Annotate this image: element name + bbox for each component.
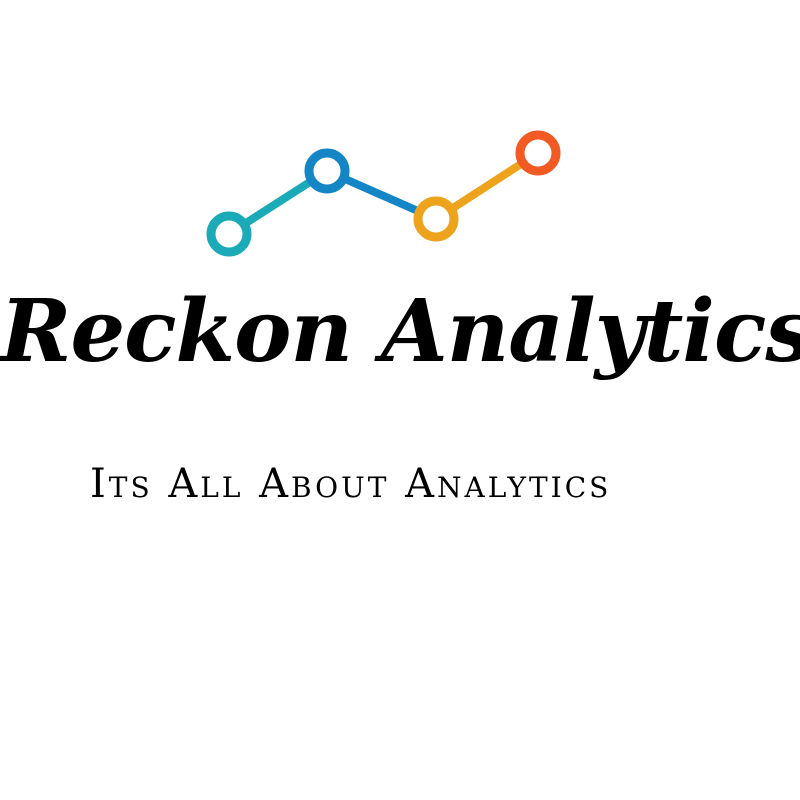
brand-tagline: Its All About Analytics bbox=[90, 461, 612, 507]
chart-node-2 bbox=[304, 148, 350, 194]
line-chart-icon bbox=[206, 130, 561, 257]
chart-node-4 bbox=[515, 130, 561, 176]
chart-node-3 bbox=[413, 196, 459, 242]
brand-name: Reckon Analytics bbox=[0, 281, 800, 382]
chart-node-1 bbox=[206, 211, 252, 257]
